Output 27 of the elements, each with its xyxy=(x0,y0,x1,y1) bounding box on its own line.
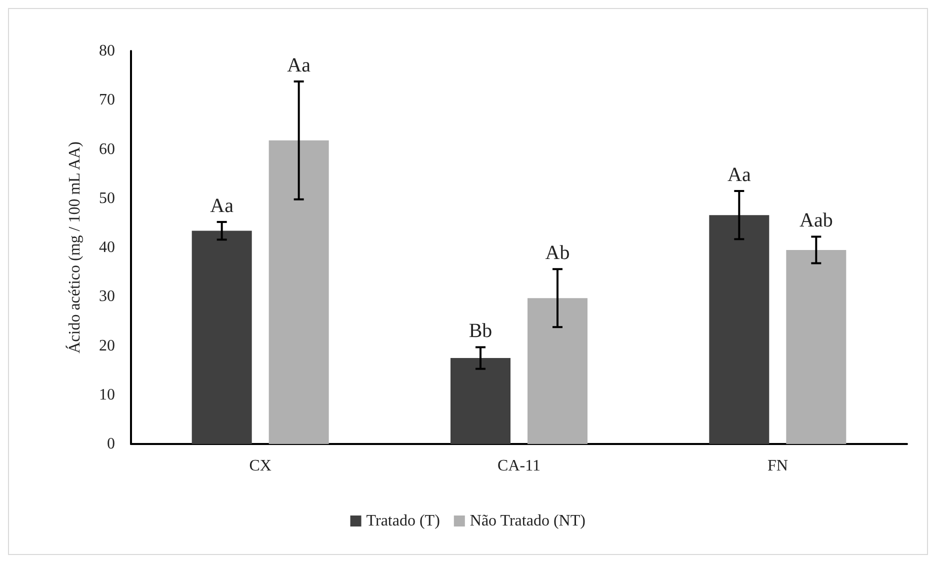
y-tick-label: 80 xyxy=(99,42,115,60)
y-tick-label: 40 xyxy=(99,239,115,256)
y-tick-label: 70 xyxy=(99,92,115,109)
y-tick-label: 20 xyxy=(99,337,115,354)
x-tick-label: FN xyxy=(767,458,788,474)
x-tick-label: CA-11 xyxy=(498,458,540,474)
bar xyxy=(450,358,510,444)
annotation: Aa xyxy=(287,54,311,76)
y-tick-label: 50 xyxy=(99,190,115,207)
bar xyxy=(268,140,329,444)
annotation: Aab xyxy=(800,210,833,232)
bar xyxy=(709,215,770,444)
y-tick-label: 30 xyxy=(99,288,115,306)
legend-label: Não Tratado (NT) xyxy=(470,512,586,530)
annotation: Aa xyxy=(728,164,751,186)
y-tick-label: 0 xyxy=(107,436,115,452)
annotation: Ab xyxy=(545,242,570,264)
legend-label: Tratado (T) xyxy=(366,512,440,530)
bar xyxy=(528,298,588,444)
annotation: Aa xyxy=(210,194,234,217)
y-axis-title: Ácido acético (mg / 100 mL AA) xyxy=(66,142,84,354)
bar xyxy=(192,230,252,444)
y-tick-label: 10 xyxy=(99,386,115,404)
annotation: Bb xyxy=(468,320,492,342)
bar xyxy=(786,250,846,444)
y-tick-label: 60 xyxy=(99,140,115,158)
x-tick-label: CX xyxy=(249,458,272,474)
